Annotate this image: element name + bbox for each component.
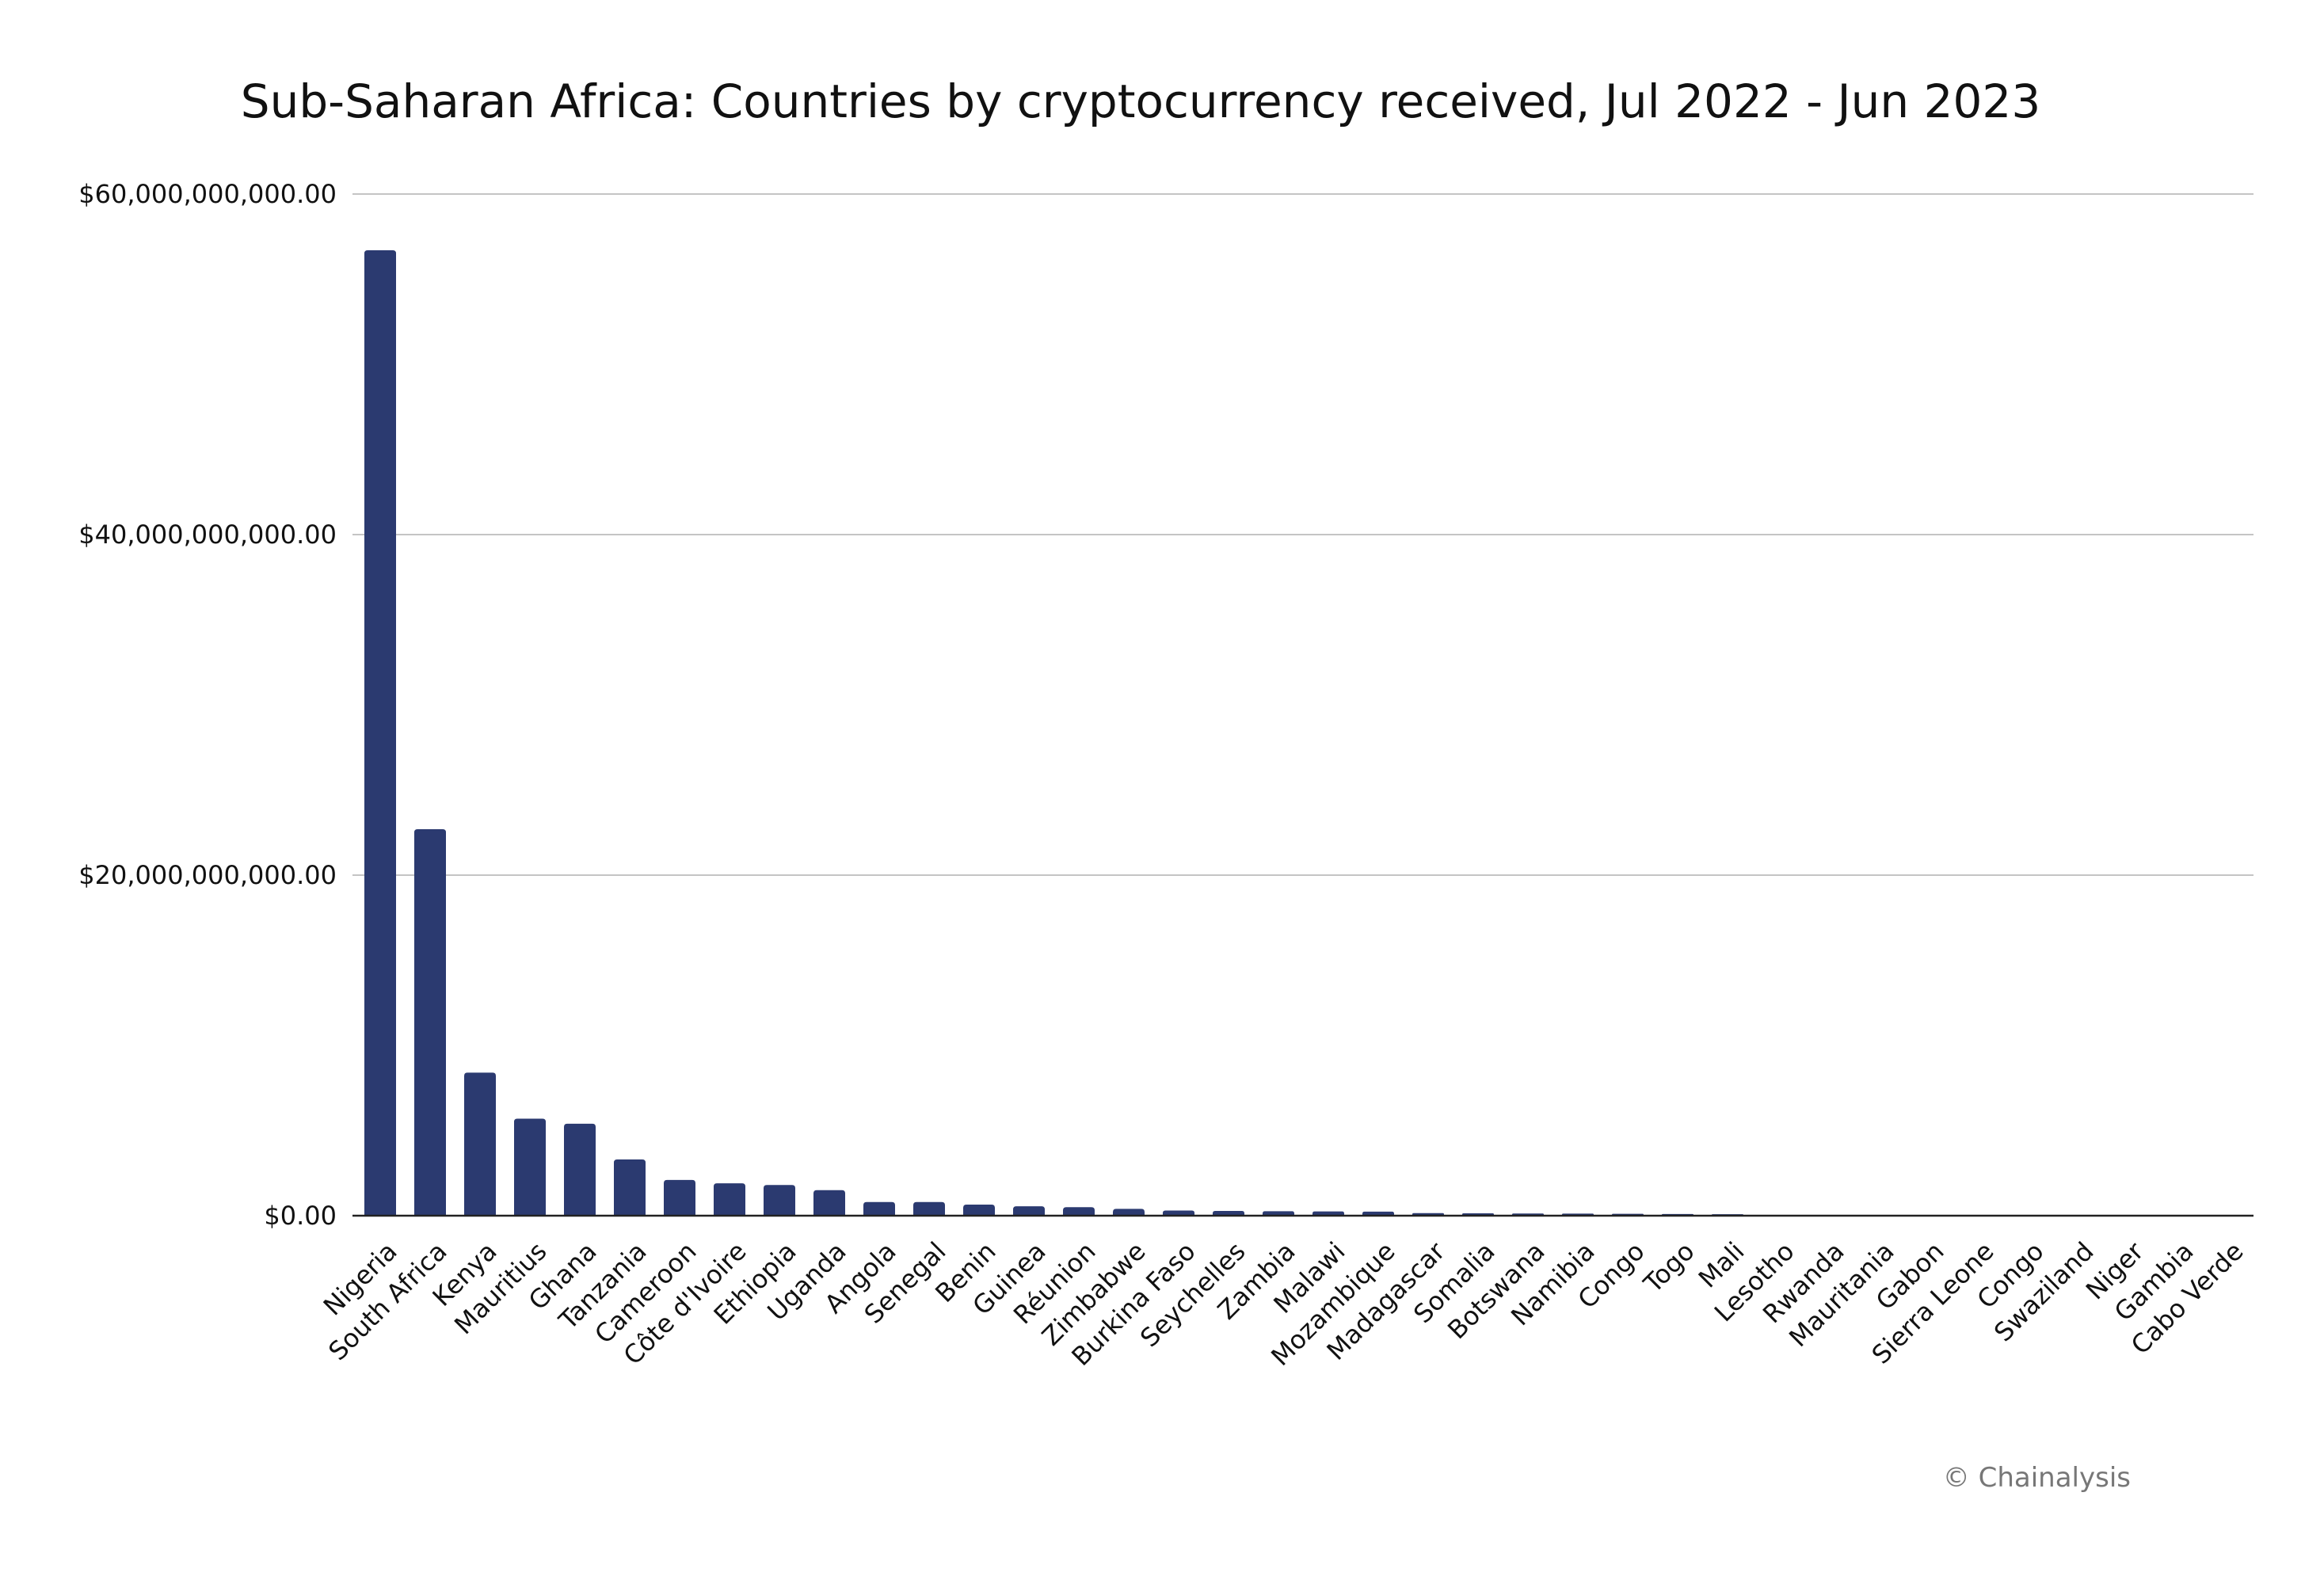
bar (1113, 1209, 1145, 1216)
y-tick-label: $20,000,000,000.00 (78, 860, 337, 890)
bar (1312, 1211, 1344, 1216)
bar (963, 1205, 995, 1216)
y-tick-label: $60,000,000,000.00 (78, 179, 337, 209)
bar (1213, 1210, 1244, 1216)
y-tick-label: $0.00 (264, 1201, 337, 1231)
bar (863, 1201, 895, 1216)
bars (364, 249, 1743, 1216)
bar (1063, 1207, 1095, 1216)
bar (564, 1123, 596, 1216)
bar (414, 828, 446, 1216)
gridlines (352, 193, 2254, 876)
bar (664, 1179, 695, 1216)
bar (1362, 1211, 1394, 1216)
bar (364, 249, 396, 1216)
bar (813, 1190, 845, 1216)
bar (1263, 1211, 1294, 1216)
y-axis-tick-labels: $0.00 $20,000,000,000.00 $40,000,000,000.0… (78, 179, 337, 1231)
credit-text: © Chainalysis (1943, 1462, 2131, 1494)
bar (1013, 1206, 1045, 1216)
chart-title: Sub-Saharan Africa: Countries by cryptoc… (241, 74, 2040, 128)
y-tick-label: $40,000,000,000.00 (78, 520, 337, 550)
x-tick-label: Togo (1637, 1236, 1701, 1300)
bar (464, 1072, 496, 1216)
bar (614, 1159, 646, 1216)
bar (514, 1118, 546, 1216)
bar (1163, 1210, 1194, 1216)
bar (714, 1183, 745, 1216)
bar (764, 1185, 795, 1216)
bar (913, 1201, 945, 1216)
